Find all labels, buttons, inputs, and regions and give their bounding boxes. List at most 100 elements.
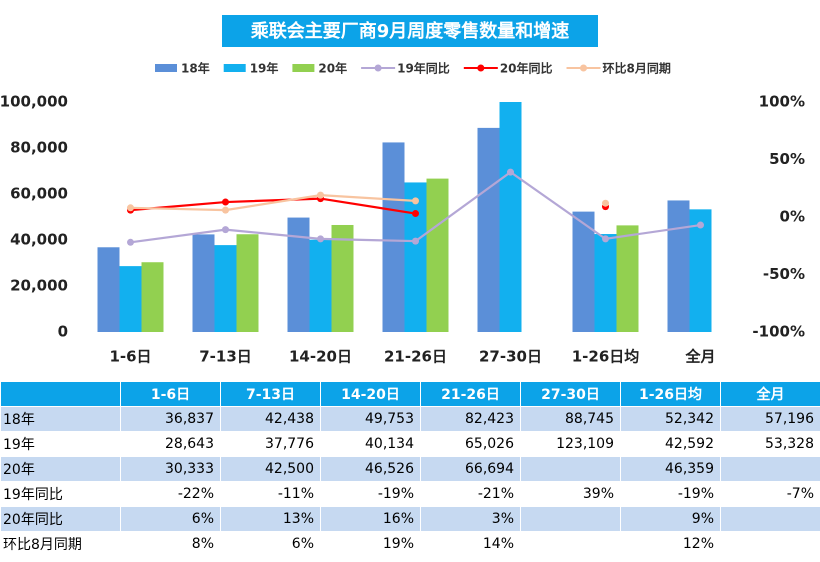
table-cell bbox=[720, 506, 820, 532]
line-marker bbox=[127, 204, 134, 212]
line-marker bbox=[127, 238, 134, 246]
table-cell: -21% bbox=[420, 481, 521, 507]
legend-swatch bbox=[223, 64, 246, 72]
header-cell: 27-30日 bbox=[520, 381, 621, 407]
chart: 乘联会主要厂商9月周度零售数量和增速 0 20,000 40,000 60,000 80… bbox=[0, 15, 805, 366]
bar bbox=[119, 266, 142, 332]
row-label: 19年同比 bbox=[0, 481, 121, 507]
line-marker bbox=[317, 191, 324, 199]
line-marker bbox=[507, 168, 514, 176]
bar bbox=[689, 209, 712, 332]
bar bbox=[287, 217, 310, 332]
table-cell: 30,333 bbox=[120, 456, 221, 482]
table-row: 20年 30,333 42,500 46,526 66,694 46,359 bbox=[0, 456, 820, 482]
table-row: 20年同比 6% 13% 16% 3% 9% bbox=[0, 506, 820, 532]
line-marker bbox=[412, 197, 419, 205]
bar bbox=[594, 234, 617, 332]
bar bbox=[309, 239, 332, 332]
x-tick-label: 21-26日 bbox=[384, 348, 447, 366]
legend-swatch bbox=[292, 64, 315, 72]
x-tick-label: 1-26日均 bbox=[572, 348, 640, 366]
table-cell: 66,694 bbox=[420, 456, 521, 482]
table-cell: 88,745 bbox=[520, 406, 621, 432]
table-cell: -22% bbox=[120, 481, 221, 507]
table-cell: 53,328 bbox=[720, 431, 820, 457]
row-label: 20年 bbox=[0, 456, 121, 482]
y2-tick-label: 0% bbox=[780, 208, 805, 226]
table-cell: -19% bbox=[620, 481, 721, 507]
line-marker bbox=[222, 206, 229, 214]
header-cell: 1-26日均 bbox=[620, 381, 721, 407]
line-marker bbox=[412, 210, 419, 218]
line-marker bbox=[222, 226, 229, 234]
y-tick-label: 0 bbox=[58, 323, 68, 341]
table-cell: 123,109 bbox=[520, 431, 621, 457]
table-cell: 9% bbox=[620, 506, 721, 532]
table-cell: 6% bbox=[120, 506, 221, 532]
y-tick-label: 20,000 bbox=[10, 277, 68, 295]
legend-label: 18年 bbox=[181, 61, 210, 76]
bar bbox=[141, 262, 164, 332]
bar bbox=[572, 211, 595, 332]
header-cell: 7-13日 bbox=[220, 381, 321, 407]
legend-label: 19年同比 bbox=[397, 61, 450, 76]
y-tick-label: 100,000 bbox=[0, 93, 68, 111]
bars bbox=[97, 102, 712, 332]
legend-swatch bbox=[477, 64, 485, 72]
table-cell: 3% bbox=[420, 506, 521, 532]
y2-tick-label: -100% bbox=[752, 323, 805, 341]
y2-tick-label: 100% bbox=[759, 93, 805, 111]
line-marker bbox=[697, 221, 704, 229]
x-tick-label: 全月 bbox=[684, 348, 715, 366]
y-tick-label: 40,000 bbox=[10, 231, 68, 249]
table-cell: 49,753 bbox=[320, 406, 421, 432]
table-cell: 65,026 bbox=[420, 431, 521, 457]
header-cell: 1-6日 bbox=[120, 381, 221, 407]
line-marker bbox=[602, 199, 609, 207]
line-marker bbox=[412, 237, 419, 245]
bar bbox=[616, 225, 639, 332]
bar bbox=[382, 142, 405, 332]
y-tick-label: 80,000 bbox=[10, 139, 68, 157]
x-tick-label: 14-20日 bbox=[289, 348, 352, 366]
table-row: 19年同比 -22% -11% -19% -21% 39% -19% -7% bbox=[0, 481, 820, 507]
table-cell: 12% bbox=[620, 531, 721, 557]
table-cell: 82,423 bbox=[420, 406, 521, 432]
bar bbox=[499, 102, 522, 332]
table-cell: 19% bbox=[320, 531, 421, 557]
legend-label: 20年 bbox=[318, 61, 347, 76]
header-cell: 14-20日 bbox=[320, 381, 421, 407]
table-cell: 42,500 bbox=[220, 456, 321, 482]
bar bbox=[214, 245, 237, 332]
legend-swatch bbox=[374, 64, 382, 72]
table-cell: 28,643 bbox=[120, 431, 221, 457]
y2-tick-label: 50% bbox=[769, 150, 805, 168]
row-label: 19年 bbox=[0, 431, 121, 457]
header-cell: 21-26日 bbox=[420, 381, 521, 407]
table-cell: -19% bbox=[320, 481, 421, 507]
bar bbox=[477, 127, 500, 332]
bar bbox=[331, 224, 354, 332]
chart-title: 乘联会主要厂商9月周度零售数量和增速 bbox=[250, 20, 570, 42]
line-marker bbox=[602, 235, 609, 243]
data-table: 1-6日 7-13日 14-20日 21-26日 27-30日 1-26日均 全月 18年 36… bbox=[0, 381, 820, 557]
table-cell: 46,526 bbox=[320, 456, 421, 482]
table-cell: 42,438 bbox=[220, 406, 321, 432]
bar bbox=[667, 200, 690, 332]
table-cell: 13% bbox=[220, 506, 321, 532]
table-cell bbox=[520, 531, 621, 557]
table-cell: 57,196 bbox=[720, 406, 820, 432]
row-label: 18年 bbox=[0, 406, 121, 432]
bar bbox=[97, 247, 120, 332]
header-cell: 全月 bbox=[720, 381, 820, 407]
table-cell: -7% bbox=[720, 481, 820, 507]
bar bbox=[236, 234, 259, 332]
table-cell: 14% bbox=[420, 531, 521, 557]
table-cell: 6% bbox=[220, 531, 321, 557]
bar bbox=[426, 178, 449, 332]
line bbox=[130, 194, 416, 212]
line-marker bbox=[317, 235, 324, 243]
legend-label: 20年同比 bbox=[500, 61, 553, 76]
x-tick-label: 7-13日 bbox=[199, 348, 252, 366]
